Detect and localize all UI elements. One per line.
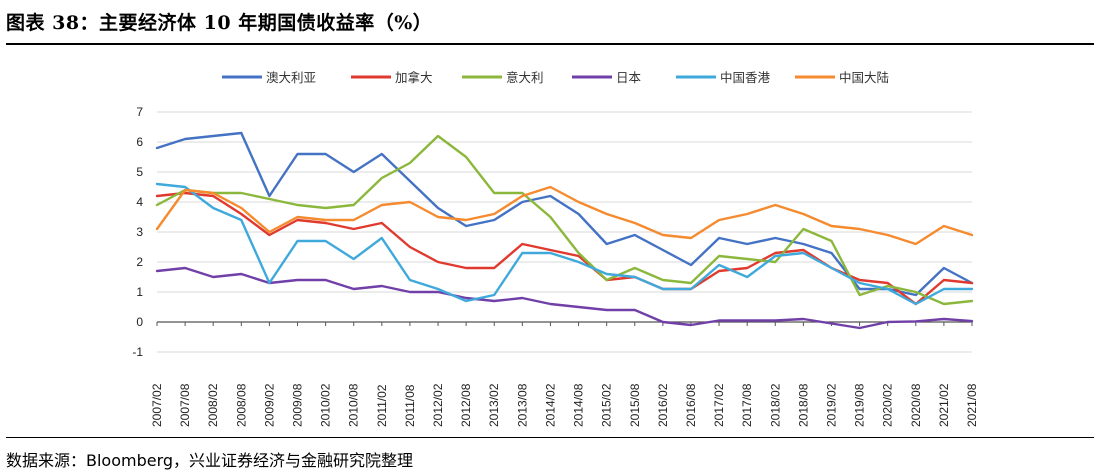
x-tick-label: 2011/08 <box>403 384 417 427</box>
series-line-2 <box>155 134 974 306</box>
x-tick-label: 2019/02 <box>824 383 838 427</box>
legend-label: 加拿大 <box>395 70 433 85</box>
x-tick-label: 2011/02 <box>375 384 389 427</box>
series-line-3 <box>155 266 974 330</box>
y-tick-label: -1 <box>132 345 143 359</box>
legend-label: 澳大利亚 <box>266 70 316 85</box>
legend-label: 中国香港 <box>720 70 771 85</box>
y-tick-label: 4 <box>136 195 143 209</box>
series-line-1 <box>155 191 974 306</box>
x-tick-label: 2015/08 <box>628 383 642 427</box>
y-tick-label: 7 <box>136 105 143 119</box>
x-tick-label: 2020/02 <box>881 383 895 427</box>
x-tick-label: 2012/08 <box>459 383 473 427</box>
series-line-0 <box>155 131 974 297</box>
x-tick-label: 2017/02 <box>712 383 726 427</box>
series-line-4 <box>155 182 974 306</box>
grid-lines <box>157 111 972 353</box>
y-tick-label: 5 <box>136 165 143 179</box>
x-tick-label: 2010/08 <box>347 383 361 427</box>
x-tick-label: 2014/08 <box>572 383 586 427</box>
legend-label: 中国大陆 <box>839 70 889 85</box>
legend-label: 日本 <box>616 70 642 85</box>
x-tick-label: 2020/08 <box>909 383 923 427</box>
footer-divider <box>6 437 1094 438</box>
x-tick-label: 2007/02 <box>150 383 164 427</box>
x-tick-label: 2010/02 <box>319 383 333 427</box>
x-tick-label: 2017/08 <box>740 383 754 427</box>
plot-area <box>155 131 974 330</box>
x-tick-label: 2016/02 <box>656 383 670 427</box>
x-tick-label: 2008/02 <box>206 383 220 427</box>
x-tick-label: 2012/02 <box>431 383 445 427</box>
x-tick-label: 2021/08 <box>965 383 979 427</box>
x-tick-label: 2015/02 <box>600 383 614 427</box>
x-tick-label: 2018/08 <box>796 383 810 427</box>
source-note: 数据来源：Bloomberg，兴业证券经济与金融研究院整理 <box>6 451 414 470</box>
y-axis: -1 0 1 2 3 4 5 6 7 <box>132 105 143 359</box>
x-tick-label: 2018/02 <box>768 383 782 427</box>
x-tick-label: 2008/08 <box>234 383 248 427</box>
y-tick-label: 1 <box>136 285 143 299</box>
x-tick-label: 2019/08 <box>853 383 867 427</box>
y-tick-label: 3 <box>136 225 143 239</box>
x-tick-label: 2009/08 <box>291 383 305 427</box>
x-tick-label: 2014/02 <box>543 383 557 427</box>
page-title: 图表 38：主要经济体 10 年期国债收益率（%） <box>6 12 433 34</box>
x-axis: 2007/02 2007/08 2008/02 2008/08 2009/02 2009/… <box>150 322 979 427</box>
chart-legend: 澳大利亚 加拿大 意大利 日本 中国香港 中国大陆 <box>222 70 889 85</box>
title-divider <box>6 43 1094 45</box>
series-line-5 <box>155 185 974 246</box>
x-tick-label: 2013/08 <box>515 383 529 427</box>
legend-label: 意大利 <box>506 70 544 85</box>
y-tick-label: 2 <box>136 255 143 269</box>
x-tick-label: 2009/02 <box>262 383 276 427</box>
x-tick-label: 2013/02 <box>487 383 501 427</box>
x-tick-label: 2016/08 <box>684 383 698 427</box>
x-tick-label: 2007/08 <box>178 383 192 427</box>
y-tick-label: 0 <box>136 315 143 329</box>
x-tick-label: 2021/02 <box>937 383 951 427</box>
y-tick-label: 6 <box>136 135 143 149</box>
